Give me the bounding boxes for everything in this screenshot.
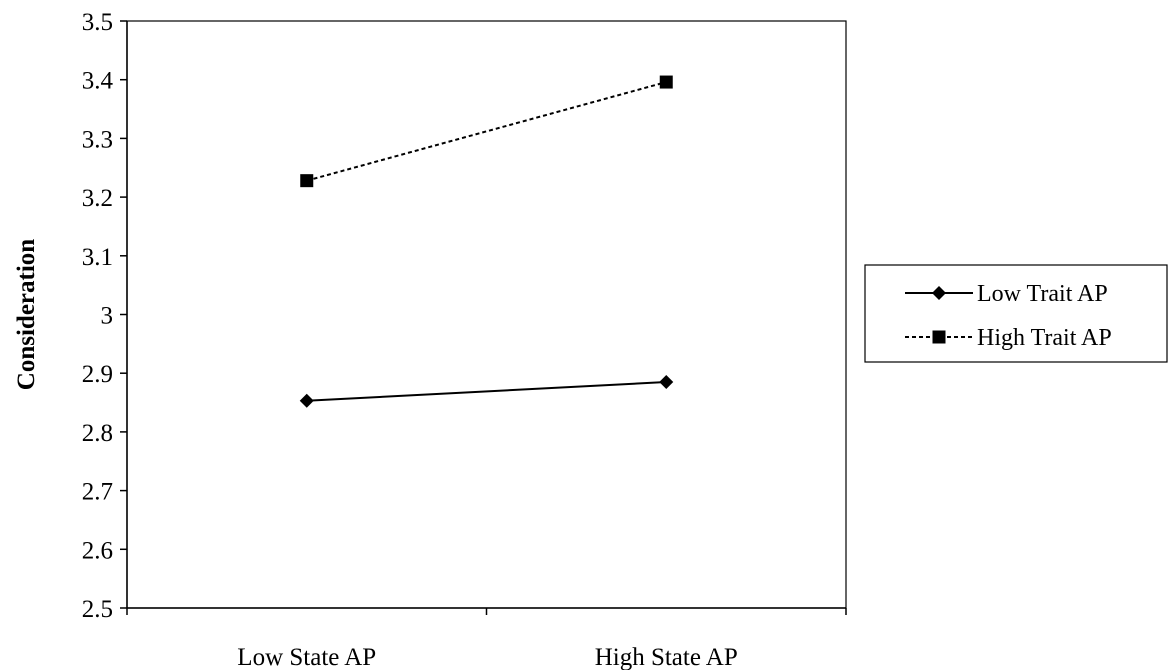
y-tick-label: 2.5	[82, 596, 113, 623]
series-low-trait-ap	[299, 375, 674, 408]
y-axis-title: Consideration	[13, 239, 40, 391]
x-ticks: Low State AP High State AP	[126, 608, 847, 670]
legend-marker	[932, 330, 946, 344]
series-layer	[299, 75, 674, 408]
y-tick-label: 3.3	[82, 126, 113, 153]
data-point	[659, 75, 673, 89]
y-tick-label: 3.4	[82, 68, 114, 95]
y-tick-label: 2.7	[82, 479, 113, 506]
legend: Low Trait AP High Trait AP	[864, 264, 1168, 363]
legend-marker	[932, 286, 946, 300]
series-line	[306, 381, 667, 402]
legend-item: Low Trait AP	[905, 281, 1108, 307]
y-tick-label: 2.6	[82, 537, 113, 564]
plot-area: 2.5 2.6 2.7 2.8 2.9 3 3.1 3.2 3.3 3.4 3.5 Low Stat…	[82, 9, 847, 670]
legend-label: Low Trait AP	[977, 281, 1108, 307]
legend-label: High Trait AP	[977, 325, 1112, 351]
legend-box	[864, 264, 1168, 363]
y-tick-label: 3.2	[82, 185, 113, 212]
y-tick-label: 3.1	[82, 244, 113, 271]
y-tick-label: 3	[101, 303, 114, 330]
x-tick-label: Low State AP	[237, 644, 376, 670]
y-ticks: 2.5 2.6 2.7 2.8 2.9 3 3.1 3.2 3.3 3.4 3.5	[82, 9, 127, 623]
legend-items: Low Trait AP High Trait AP	[905, 281, 1112, 351]
series-line	[306, 81, 667, 182]
data-point	[299, 393, 314, 408]
series-high-trait-ap	[300, 75, 673, 188]
y-tick-label: 2.8	[82, 420, 113, 447]
plot-frame	[126, 20, 847, 609]
y-tick-label: 2.9	[82, 361, 113, 388]
x-tick-label: High State AP	[595, 644, 738, 670]
y-tick-label: 3.5	[82, 9, 113, 36]
data-point	[300, 174, 314, 188]
legend-item: High Trait AP	[905, 325, 1112, 351]
data-point	[659, 375, 674, 390]
